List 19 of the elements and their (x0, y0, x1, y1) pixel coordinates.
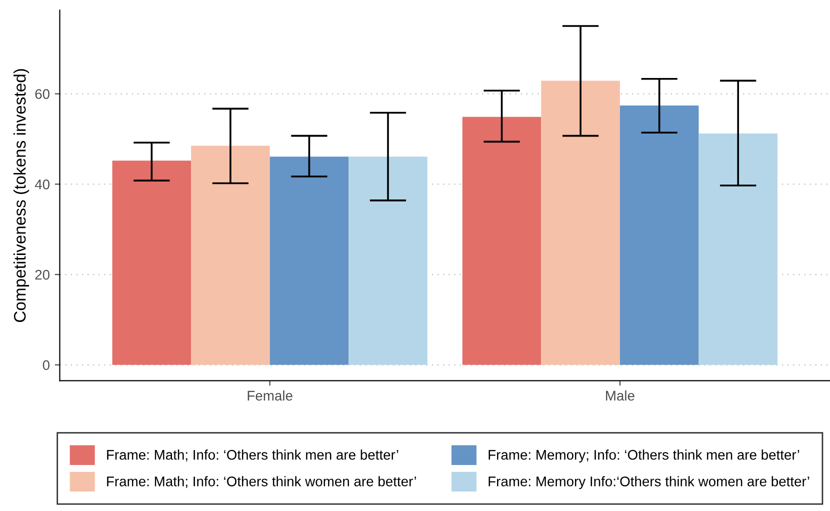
bar (698, 134, 778, 365)
y-tick-label: 60 (35, 89, 50, 99)
x-tick-label: Male (606, 390, 634, 401)
bar (462, 116, 542, 365)
y-tick-label: 40 (34, 179, 50, 190)
legend-label: Frame: Math; Info: ‘Others think men are better’ (107, 450, 398, 462)
legend-label: Frame: Memory; Info: ‘Others think men are better’ (488, 450, 800, 462)
bar (112, 160, 192, 365)
x-tick-label: Female (248, 390, 292, 401)
legend-label: Frame: Math; Info: ‘Others think women are better’ (107, 476, 416, 488)
bar (348, 156, 428, 365)
bar (541, 80, 620, 365)
y-axis-title: Competitiveness (tokens invested) (14, 69, 30, 322)
legend-label: Frame: Memory Info:‘Others think women are better’ (488, 476, 810, 490)
y-tick-label: 20 (35, 270, 50, 280)
bar (270, 156, 349, 365)
bar (620, 106, 699, 365)
y-tick-label: 0 (42, 360, 50, 370)
bar (191, 146, 270, 365)
